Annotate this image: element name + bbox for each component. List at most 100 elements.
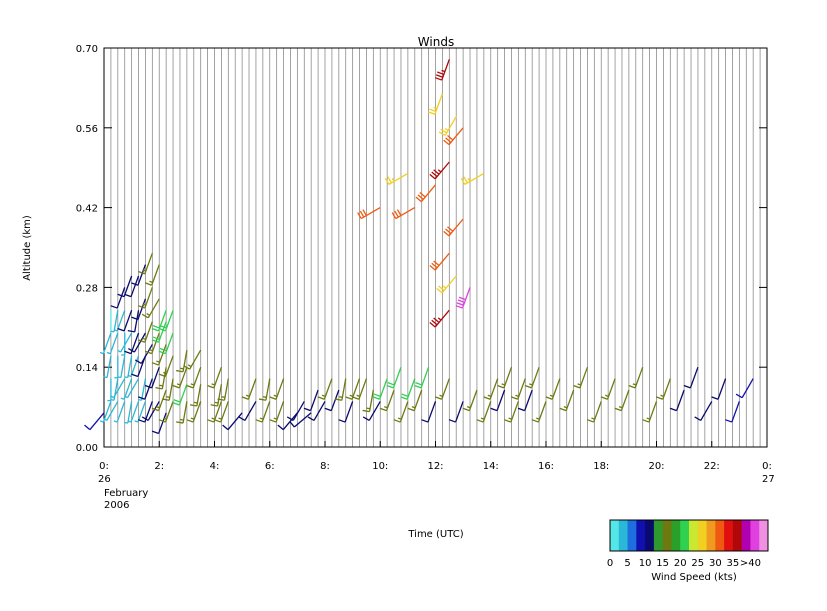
barb-feather — [407, 407, 415, 412]
wind-barb — [415, 184, 436, 203]
barb-staff — [351, 378, 361, 400]
wind-barb — [113, 401, 126, 423]
barb-half-feather — [218, 417, 223, 420]
barb-staff — [503, 366, 513, 389]
barb-staff — [113, 310, 119, 332]
barb-half-feather — [146, 312, 151, 316]
barb-feather — [433, 260, 440, 266]
barb-feather — [131, 373, 139, 378]
barb-half-feather — [190, 417, 195, 420]
wind-barb — [117, 332, 133, 353]
colorbar-segment — [618, 520, 629, 551]
barb-staff — [151, 264, 160, 286]
barb-feather — [417, 194, 424, 200]
wind-barb — [289, 412, 312, 428]
colorbar-label: 25 — [691, 558, 704, 569]
x-tick-label: 14: — [483, 461, 499, 472]
wind-barb — [131, 264, 147, 286]
barb-half-feather — [563, 406, 568, 409]
wind-barb — [324, 389, 340, 412]
colorbar-segment — [759, 520, 769, 551]
barb-half-feather — [646, 417, 651, 420]
colorbar: 0 5 10 15 20 25 30 35 >40 — [607, 519, 769, 569]
barb-staff — [161, 367, 167, 389]
wind-barb — [121, 333, 126, 356]
wind-barb — [151, 389, 167, 412]
colorbar-segment — [636, 520, 646, 551]
barb-feather — [429, 322, 436, 328]
barb-staff — [137, 264, 147, 286]
barb-feather — [711, 396, 719, 400]
wind-barb — [303, 389, 319, 412]
barb-half-feather — [466, 406, 471, 409]
barb-half-feather — [149, 349, 153, 352]
barb-feather — [255, 419, 263, 423]
wind-barb — [497, 366, 513, 389]
barb-staff — [662, 378, 671, 400]
wind-barb — [436, 275, 457, 294]
barb-feather — [144, 350, 152, 355]
wind-barb — [669, 389, 685, 412]
barb-staff — [444, 116, 457, 136]
wind-barb — [483, 378, 499, 400]
barb-staff — [427, 401, 437, 423]
barb-staff — [137, 401, 147, 423]
wind-barb — [113, 309, 126, 332]
barb-feather — [517, 407, 525, 412]
wind-barb — [107, 378, 112, 402]
barb-half-feather — [632, 383, 637, 386]
colorbar-label: 35 — [727, 558, 740, 569]
barb-staff — [530, 366, 540, 389]
wind-barb — [614, 389, 630, 412]
wind-barb — [434, 378, 450, 400]
barb-feather — [151, 327, 159, 332]
wind-barb — [134, 344, 153, 365]
barb-feather — [241, 396, 249, 400]
barb-staff — [127, 401, 133, 424]
barb-feather — [289, 421, 295, 428]
wind-barb — [103, 355, 112, 379]
barb-feather — [338, 419, 346, 423]
barb-feather — [504, 419, 512, 423]
barb-feather — [352, 396, 360, 400]
barb-half-feather — [591, 417, 595, 420]
wind-barb — [490, 389, 506, 412]
barb-feather — [419, 192, 426, 198]
barb-half-feather — [110, 399, 115, 401]
barb-feather — [162, 398, 170, 401]
wind-barb — [258, 378, 271, 401]
wind-barb — [151, 321, 167, 343]
barb-half-feather — [444, 127, 449, 131]
barb-feather — [387, 176, 392, 184]
barb-half-feather — [338, 396, 343, 398]
barb-staff — [406, 378, 416, 400]
barb-half-feather — [321, 394, 326, 398]
barb-feather — [429, 265, 436, 271]
wind-barb — [124, 275, 140, 298]
wind-barb — [124, 378, 140, 399]
barb-feather — [428, 111, 436, 115]
barb-half-feather — [441, 69, 446, 73]
wind-barb — [117, 355, 126, 379]
barb-feather — [433, 169, 440, 175]
wind-barb — [345, 378, 361, 400]
x-tick-label: 18: — [593, 461, 609, 472]
barb-half-feather — [149, 280, 153, 284]
colorbar-label: 10 — [639, 558, 652, 569]
barb-feather — [303, 407, 311, 412]
barb-feather — [586, 419, 594, 423]
wind-barb — [352, 378, 368, 400]
wind-barb — [428, 93, 444, 115]
wind-barb — [106, 332, 119, 355]
x-tick-label: 20: — [648, 461, 664, 472]
barb-staff — [620, 389, 630, 411]
wind-barb — [103, 401, 119, 422]
barb-feather — [483, 396, 491, 400]
barb-half-feather — [180, 367, 184, 370]
barb-feather — [158, 350, 166, 355]
barb-feather — [158, 419, 166, 423]
barb-staff — [392, 366, 402, 389]
barb-staff — [140, 378, 147, 401]
wind-barb — [127, 310, 140, 333]
barb-half-feather — [156, 406, 160, 409]
